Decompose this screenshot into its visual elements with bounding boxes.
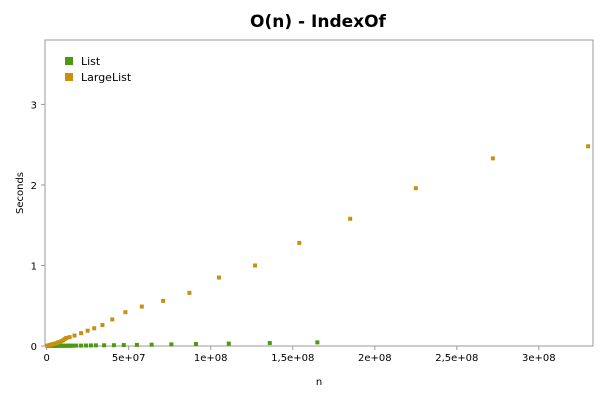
data-point: [149, 342, 154, 347]
data-point: [102, 343, 107, 348]
data-point: [123, 310, 128, 315]
chart-title: O(n) - IndexOf: [250, 12, 387, 32]
y-axis-label: Seconds: [15, 172, 26, 214]
data-point: [297, 240, 302, 245]
data-point: [267, 341, 272, 346]
data-point: [79, 331, 84, 336]
x-tick-label: 3e+08: [522, 353, 556, 364]
data-point: [85, 328, 90, 333]
data-point: [315, 340, 320, 345]
x-tick-label: 1e+08: [194, 353, 228, 364]
data-point: [67, 335, 72, 340]
data-point: [110, 317, 115, 322]
data-point: [72, 333, 77, 338]
x-tick-label: 5e+07: [112, 353, 146, 364]
data-point: [111, 343, 116, 348]
data-point: [348, 216, 353, 221]
data-point: [139, 304, 144, 309]
legend: List LargeList: [65, 55, 132, 84]
legend-label: LargeList: [81, 71, 132, 84]
data-point: [93, 343, 98, 348]
series-layer: [45, 144, 591, 348]
x-tick-label: 2e+08: [358, 353, 392, 364]
data-point: [161, 298, 166, 303]
data-point: [490, 156, 495, 161]
x-tick-label: 0: [43, 353, 49, 364]
data-point: [169, 342, 174, 347]
plot-area-frame: [44, 39, 594, 347]
legend-swatch: [65, 73, 73, 81]
data-point: [134, 342, 139, 347]
data-point: [253, 263, 258, 268]
data-point: [64, 335, 69, 340]
data-point: [586, 144, 591, 149]
series-largelist: [45, 144, 591, 348]
y-tick-label: 1: [31, 261, 37, 272]
x-axis: 0 5e+07 1e+08 1,5e+08 2e+08 2,5e+08 3e+08: [43, 346, 556, 364]
x-axis-label: n: [316, 377, 322, 388]
y-axis: 0 1 2 3: [31, 100, 45, 353]
data-point: [92, 326, 97, 331]
data-point: [84, 343, 89, 348]
data-point: [413, 186, 418, 191]
y-tick-label: 2: [31, 181, 37, 192]
data-point: [216, 275, 221, 280]
data-point: [193, 341, 198, 346]
data-point: [74, 343, 79, 348]
data-point: [79, 343, 84, 348]
data-point: [121, 343, 126, 348]
legend-label: List: [81, 55, 101, 68]
y-tick-label: 0: [31, 342, 37, 353]
data-point: [70, 343, 75, 348]
data-point: [88, 343, 93, 348]
y-tick-label: 3: [31, 100, 37, 111]
data-point: [226, 341, 231, 346]
series-list: [45, 340, 320, 348]
x-tick-label: 1,5e+08: [271, 353, 314, 364]
data-point: [100, 323, 105, 328]
legend-swatch: [65, 57, 73, 65]
x-tick-label: 2,5e+08: [435, 353, 478, 364]
data-point: [187, 290, 192, 295]
